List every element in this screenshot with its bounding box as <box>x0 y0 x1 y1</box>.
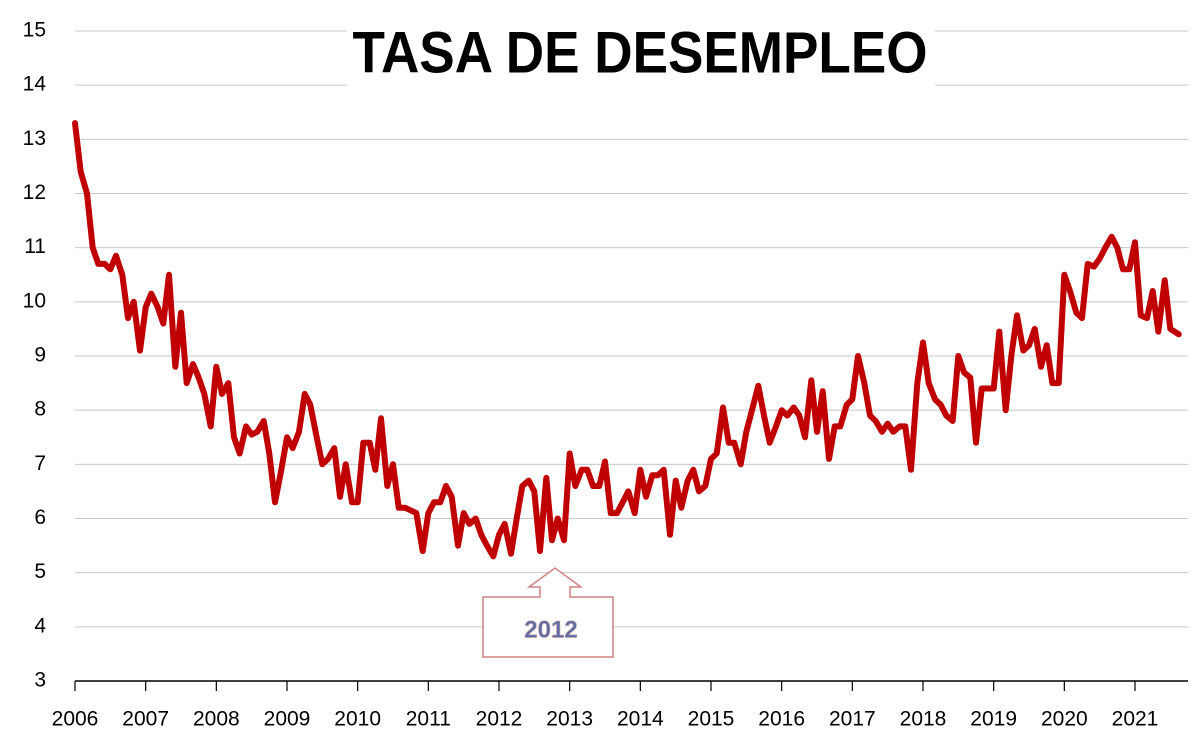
x-tick-label: 2016 <box>758 708 805 731</box>
x-tick-label: 2009 <box>264 708 311 731</box>
y-tick-label: 11 <box>24 235 46 258</box>
y-tick-label: 5 <box>34 560 46 583</box>
x-tick-label: 2006 <box>52 708 99 731</box>
y-tick-label: 12 <box>23 181 46 204</box>
grid: 3 4 5 6 7 8 9 10 11 12 13 14 15 2006 2007 2008 2009 2010 2… <box>23 19 1188 731</box>
y-tick-label: 10 <box>23 289 46 312</box>
y-tick-label: 9 <box>34 344 46 367</box>
x-tick-label: 2019 <box>970 708 1017 731</box>
x-tick-label: 2007 <box>122 708 169 731</box>
y-tick-label: 4 <box>34 614 46 637</box>
chart-title: TASA DE DESEMPLEO <box>353 20 928 85</box>
annotation: 2012 <box>524 616 577 643</box>
y-tick-label: 14 <box>23 73 47 96</box>
x-tick-label: 2011 <box>406 708 451 731</box>
y-tick-label: 6 <box>34 506 46 529</box>
callout <box>482 567 614 658</box>
x-tick-label: 2012 <box>476 708 523 731</box>
title-background <box>347 22 935 88</box>
line <box>72 120 1182 560</box>
plot <box>72 120 1182 560</box>
x-tick-label: 2008 <box>193 708 240 731</box>
y-tick-label: 8 <box>34 398 46 421</box>
y-tick-label: 15 <box>23 19 46 42</box>
x-tick-label: 2018 <box>900 708 947 731</box>
x-tick-label: 2015 <box>688 708 735 731</box>
x-tick-label: 2014 <box>617 708 664 731</box>
y-tick-label: 3 <box>34 669 46 692</box>
x-tick-label: 2010 <box>334 708 381 731</box>
y-tick-label: 13 <box>23 127 46 150</box>
y-tick-label: 7 <box>34 452 46 475</box>
x-tick-label: 2021 <box>1112 708 1159 731</box>
x-tick-label: 2020 <box>1041 708 1088 731</box>
x-tick-label: 2013 <box>546 708 593 731</box>
x-tick-label: 2017 <box>829 708 876 731</box>
